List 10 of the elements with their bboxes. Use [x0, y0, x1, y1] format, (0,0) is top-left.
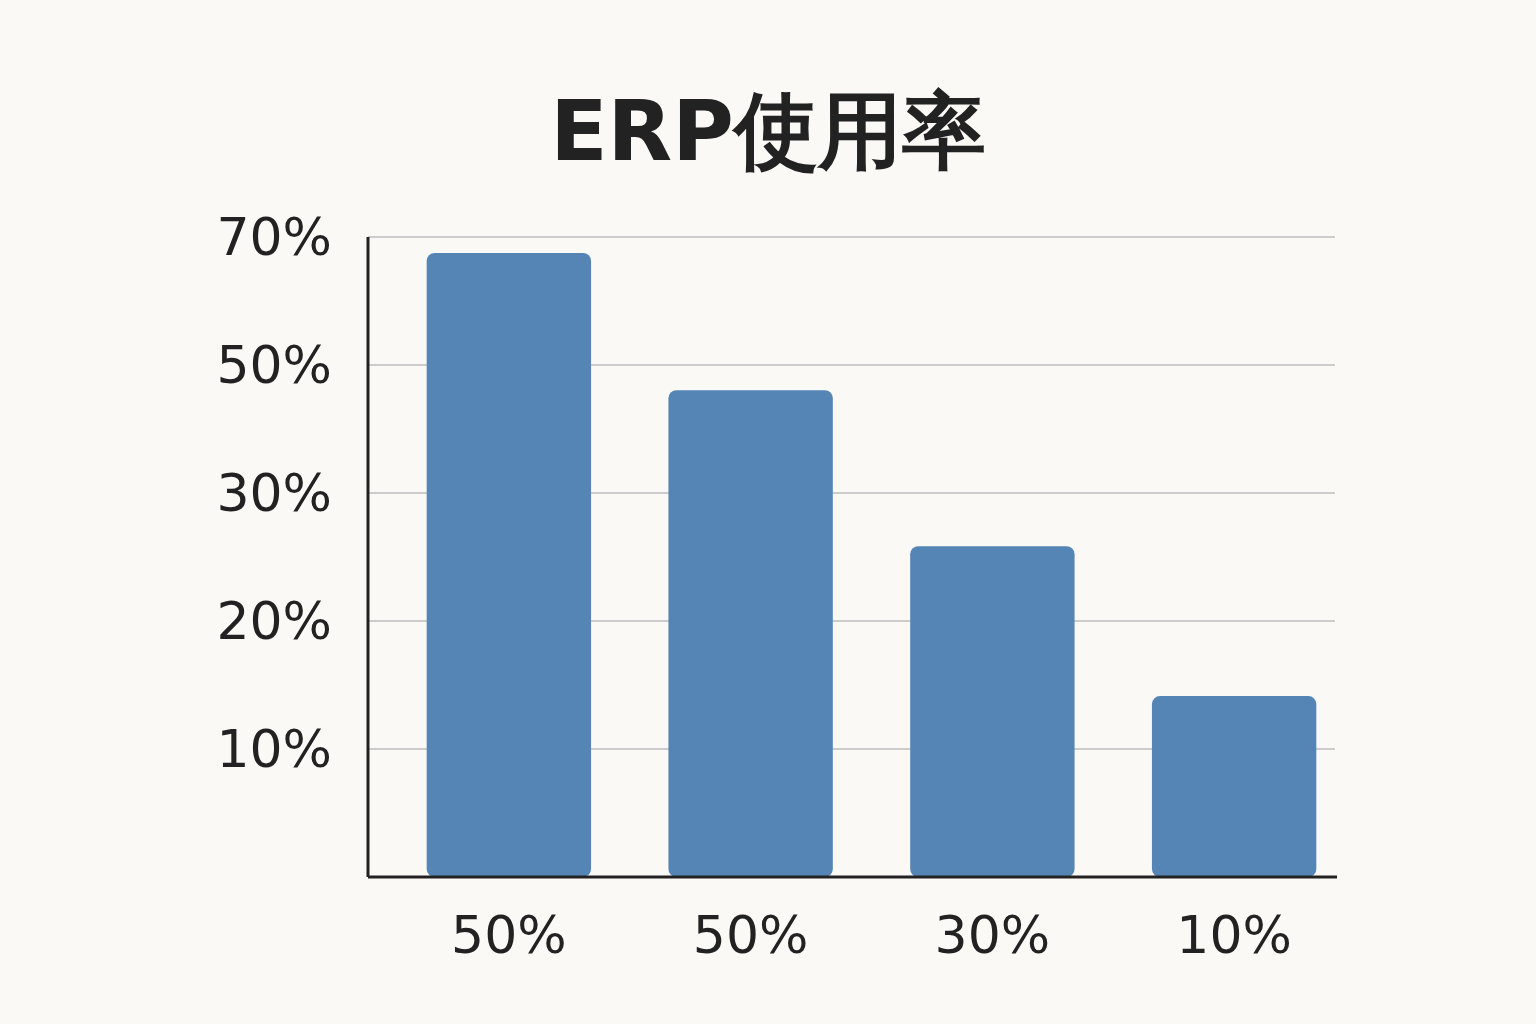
- text: 20%: [216, 591, 332, 651]
- text: 10%: [216, 719, 332, 779]
- x-tick-label: 30%: [934, 905, 1051, 965]
- x-tick-label: 50%: [451, 905, 567, 965]
- x-tick-label: 10%: [1176, 905, 1292, 965]
- text: 70%: [216, 207, 332, 267]
- text: 50%: [216, 335, 332, 395]
- x-tick-label: 50%: [692, 905, 809, 965]
- chart-title: ERP使用率: [550, 82, 986, 180]
- text: 30%: [216, 463, 332, 523]
